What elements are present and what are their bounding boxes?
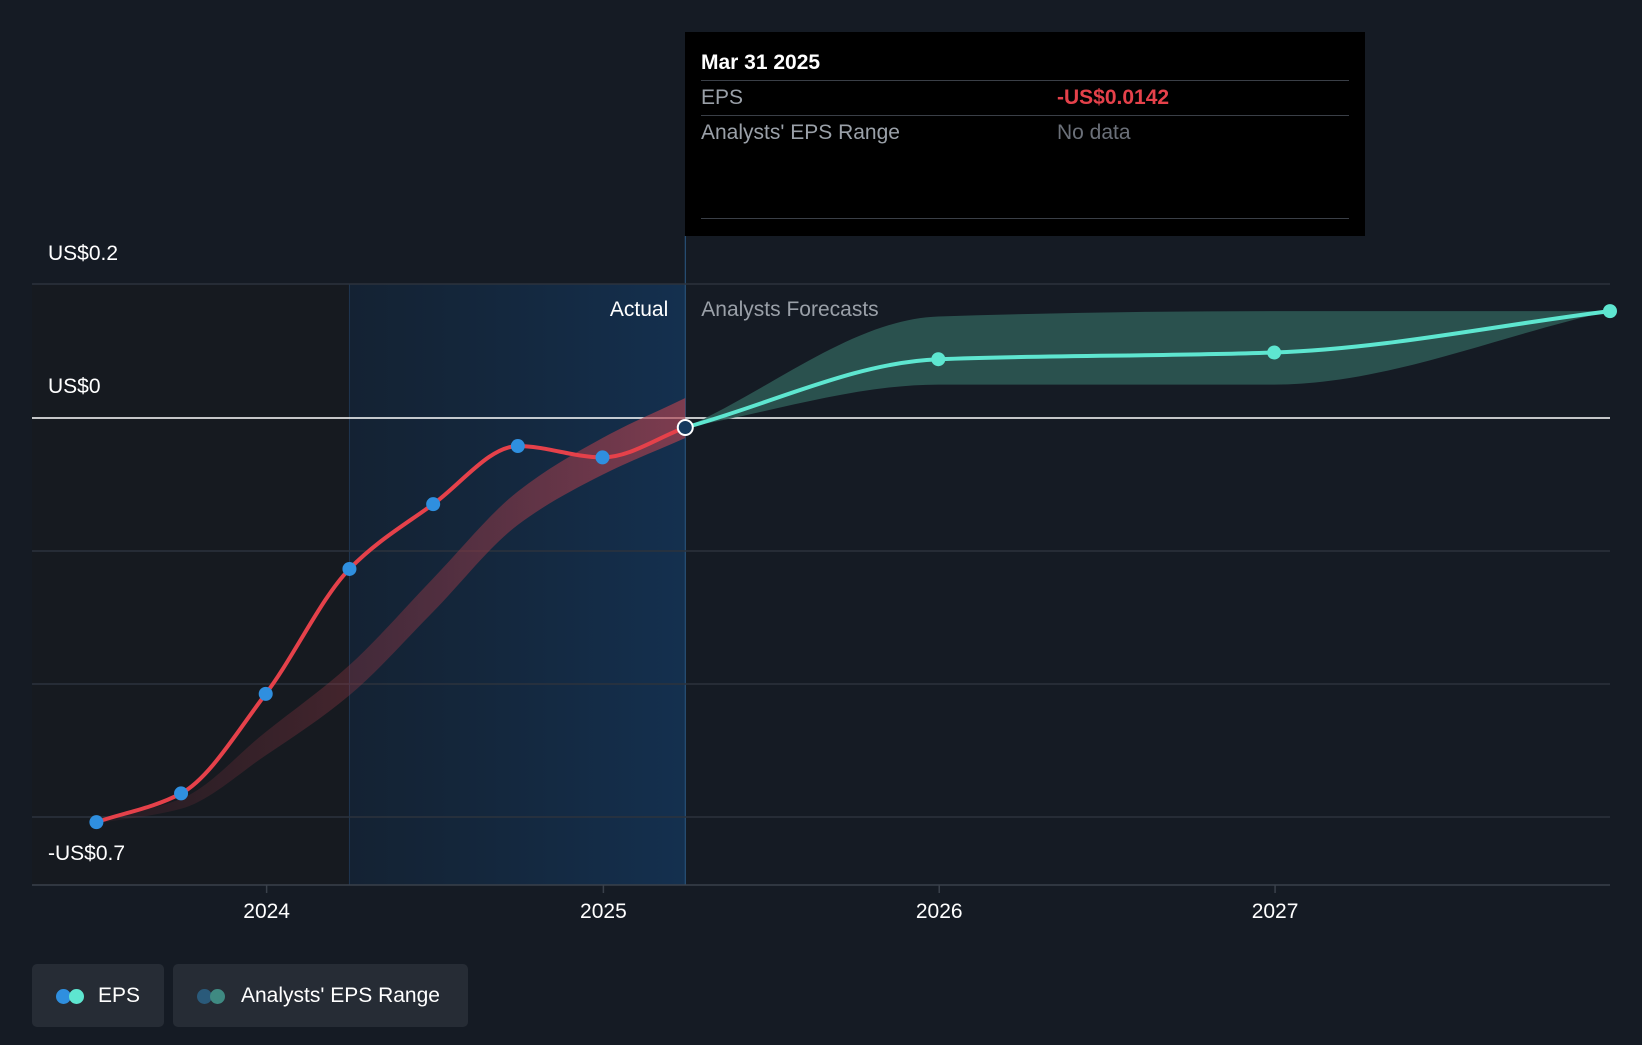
- eps-actual-point: [426, 497, 441, 512]
- forecast-range-band: [685, 311, 1610, 428]
- eps-forecast-point: [1267, 345, 1282, 360]
- legend-range-label: Analysts' EPS Range: [241, 983, 440, 1007]
- eps-forecast-line: [683, 309, 1612, 430]
- eps-forecast-point: [931, 352, 946, 367]
- eps-forecast-point: [1603, 304, 1617, 319]
- x-tick-label: 2025: [580, 900, 627, 923]
- tooltip-range-row: Analysts' EPS Range No data: [701, 116, 1349, 150]
- eps-actual-line: [94, 425, 688, 825]
- x-tick-label: 2026: [916, 900, 963, 923]
- eps-actual-point: [89, 815, 104, 830]
- y-tick-label: US$0.2: [48, 242, 118, 265]
- x-tick-label: 2024: [243, 900, 290, 923]
- chart-legend: EPS Analysts' EPS Range: [32, 964, 468, 1027]
- eps-actual-point: [258, 686, 273, 701]
- past-estimate-band: [96, 397, 686, 824]
- y-tick-label: -US$0.7: [48, 842, 125, 865]
- actual-region-label: Actual: [610, 298, 668, 321]
- legend-range-button[interactable]: Analysts' EPS Range: [173, 964, 468, 1027]
- eps-actual-point: [595, 450, 610, 465]
- tooltip-range-value: No data: [1057, 121, 1131, 144]
- eps-selected-point: [676, 418, 694, 436]
- hover-tooltip: Mar 31 2025 EPS -US$0.0142 Analysts' EPS…: [685, 32, 1365, 236]
- legend-eps-button[interactable]: EPS: [32, 964, 164, 1027]
- actual-highlight-region: [349, 284, 686, 885]
- tooltip-date: Mar 31 2025: [701, 46, 1349, 81]
- tooltip-divider: [701, 218, 1349, 219]
- eps-actual-point: [510, 439, 525, 454]
- tooltip-eps-label: EPS: [701, 86, 744, 109]
- forecast-region-label: Analysts Forecasts: [701, 298, 878, 321]
- y-tick-label: US$0: [48, 375, 101, 398]
- x-tick-label: 2027: [1252, 900, 1299, 923]
- tooltip-range-label: Analysts' EPS Range: [701, 121, 900, 144]
- eps-actual-point: [174, 786, 189, 801]
- tooltip-eps-value: -US$0.0142: [1057, 86, 1170, 109]
- eps-swatch-icon: [56, 987, 84, 1005]
- tooltip-eps-row: EPS -US$0.0142: [701, 81, 1349, 116]
- legend-eps-label: EPS: [97, 983, 140, 1007]
- range-swatch-icon: [197, 987, 227, 1005]
- eps-actual-point: [342, 561, 357, 576]
